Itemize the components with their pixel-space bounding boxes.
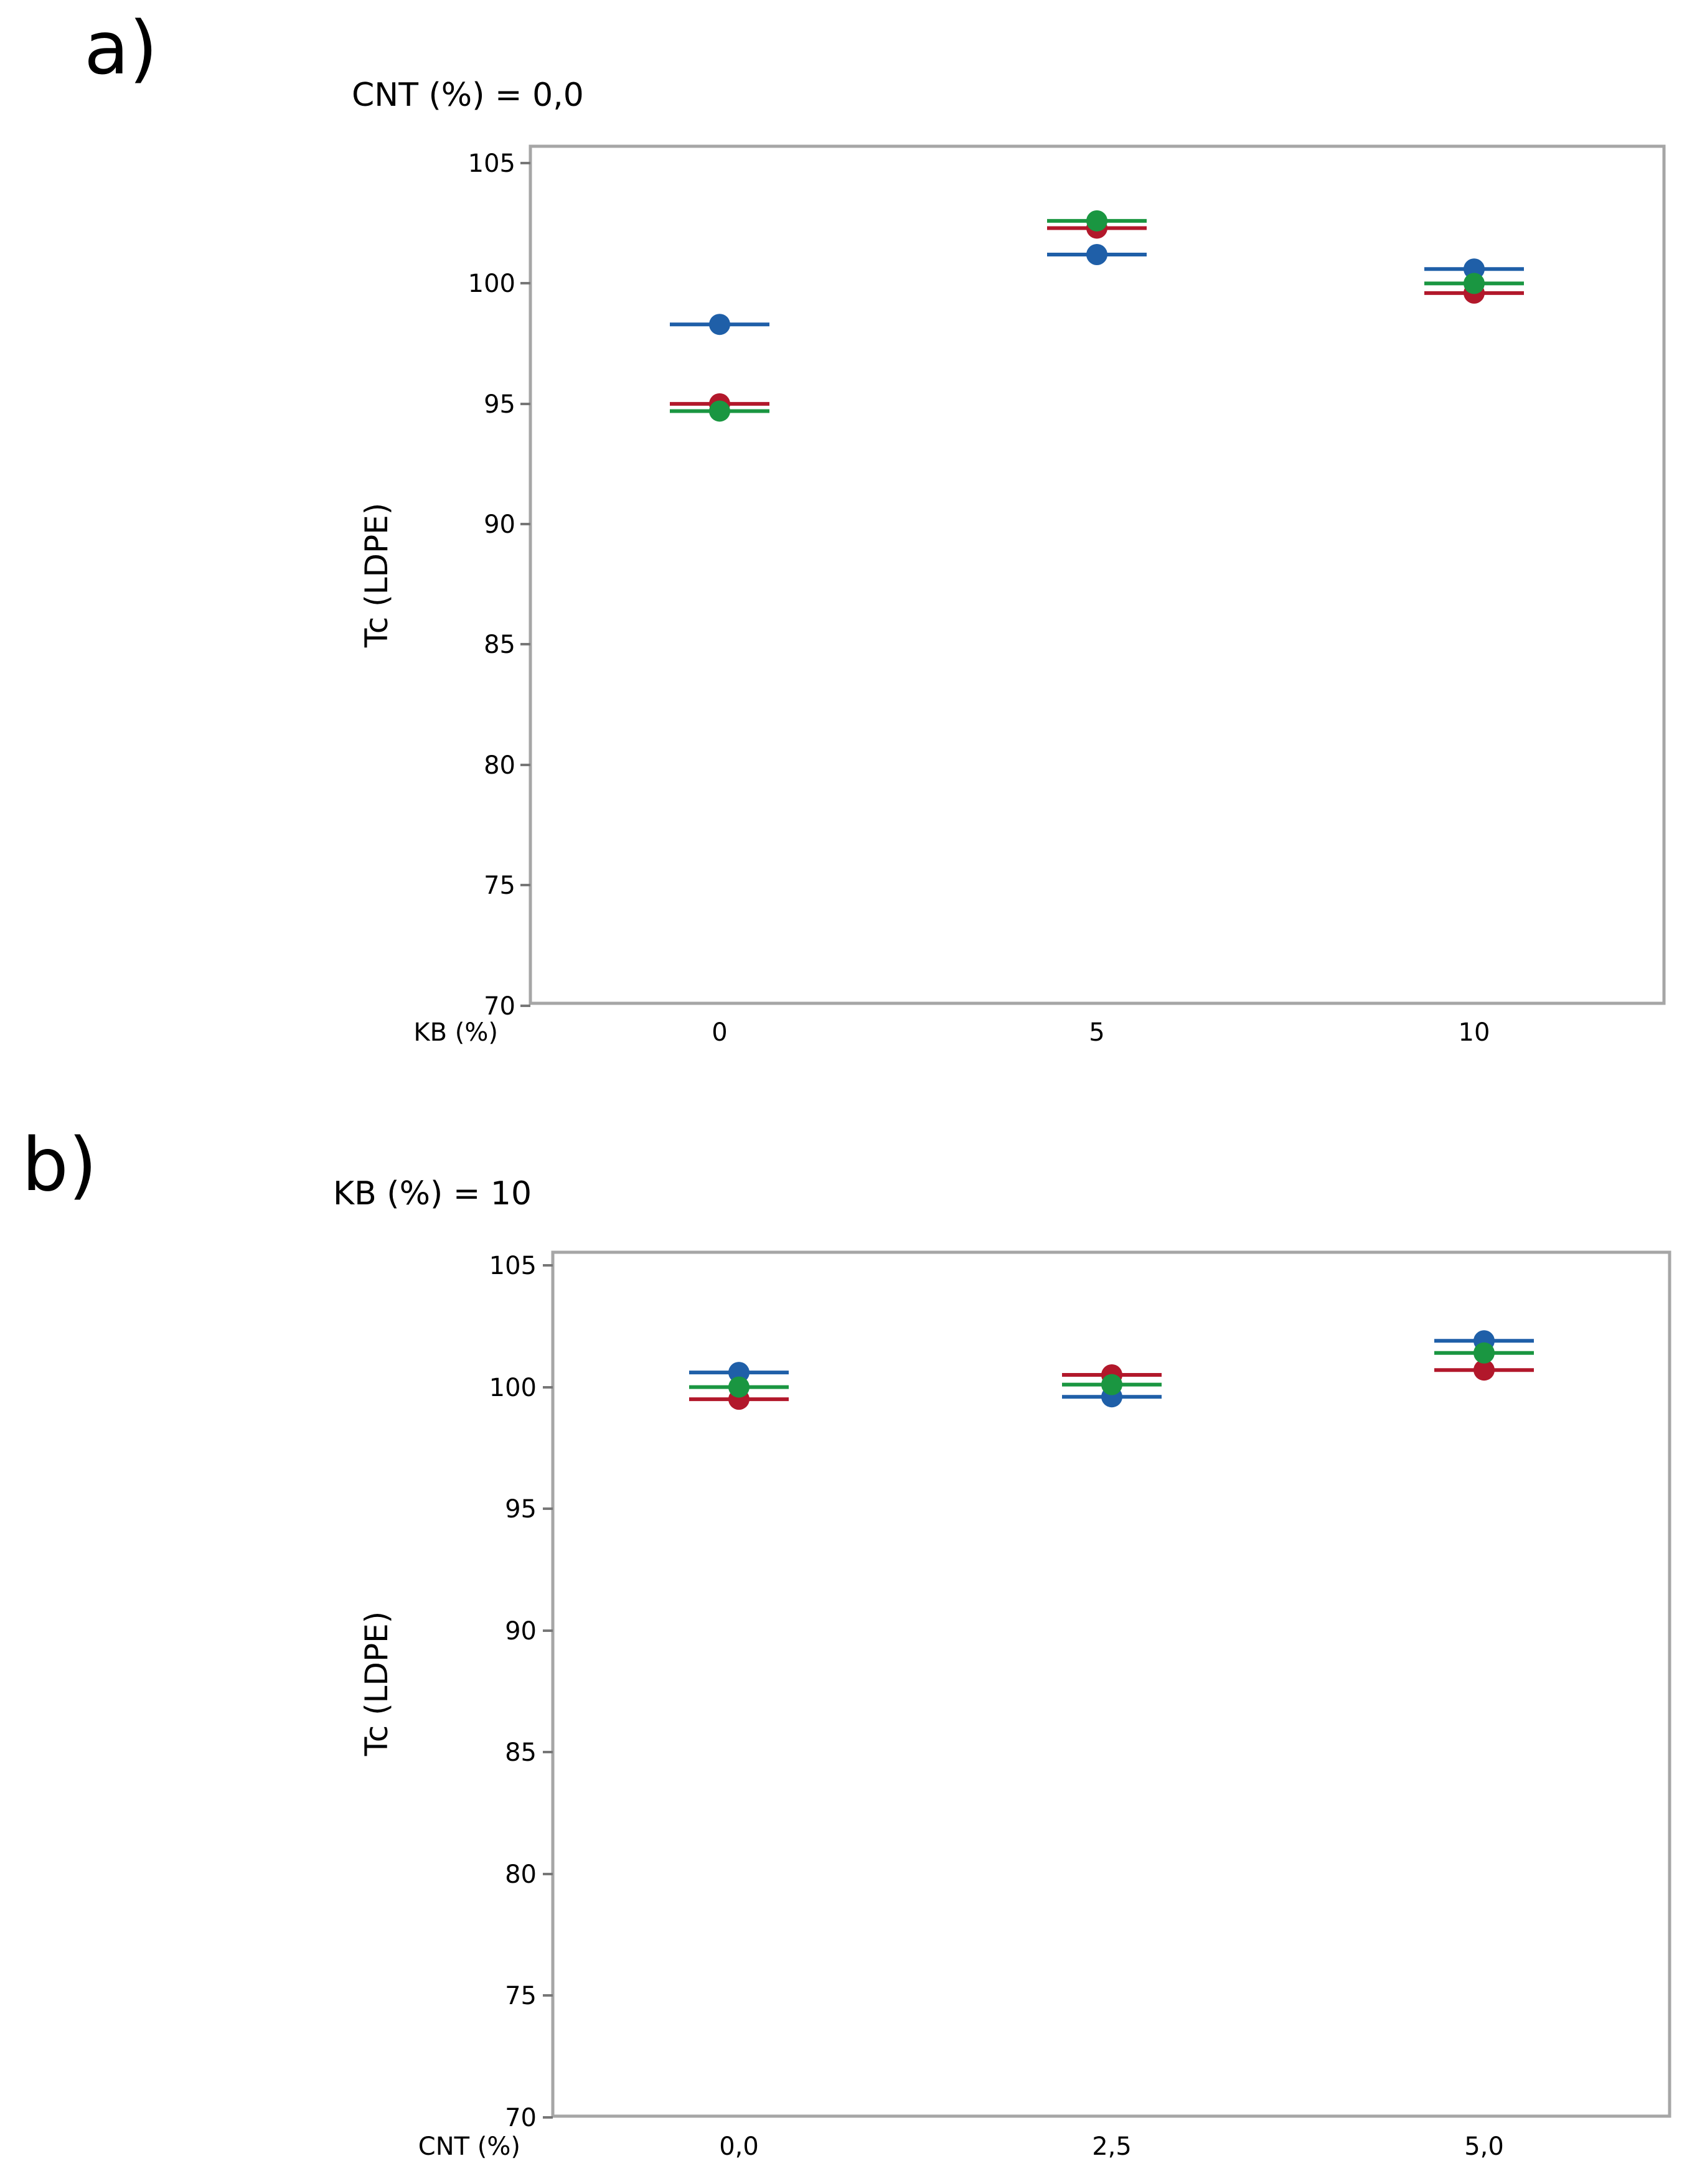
panel-a-x-ticks: 0 5 10	[712, 1018, 1490, 1047]
panel-a: a) CNT (%) = 0,0 Tc (LDPE) 105 100 95 90…	[84, 5, 1666, 1047]
panel-b-series-green-point-0	[728, 1376, 750, 1398]
panel-b-x-ticks: 0,0 2,5 5,0	[719, 2132, 1504, 2161]
panel-a-y-ticks: 105 100 95 90 85 80 75 70	[468, 149, 530, 1021]
panel-a-ytick-95: 95	[484, 390, 515, 419]
panel-a-marks	[670, 210, 1524, 422]
panel-b-x-axis-label: CNT (%)	[418, 2132, 520, 2161]
panel-a-plot-frame	[529, 144, 1666, 1005]
panel-b-xtick-0-0: 0,0	[719, 2132, 759, 2161]
panel-b-title: KB (%) = 10	[333, 1175, 532, 1212]
panel-b-y-axis-label: Tc (LDPE)	[359, 1611, 395, 1757]
panel-a-ytick-90: 90	[484, 510, 515, 539]
panel-a-ytick-105: 105	[468, 149, 515, 178]
panel-a-series-green-point-1	[1086, 210, 1107, 232]
panel-b-ytick-85: 85	[505, 1738, 537, 1767]
panel-a-y-axis-label: Tc (LDPE)	[359, 503, 395, 649]
panel-a-xtick-5: 5	[1089, 1018, 1104, 1047]
panel-b-letter: b)	[22, 1122, 97, 1207]
panel-b-series-green-point-2	[1473, 1342, 1495, 1364]
panel-b-ytick-90: 90	[505, 1617, 537, 1646]
panel-b-series-red-point-2	[1473, 1359, 1495, 1381]
panel-a-series-blue-point-1	[1086, 244, 1107, 266]
panel-a-ytick-85: 85	[484, 630, 515, 659]
panel-b-series-blue-point-0	[728, 1362, 750, 1384]
panel-a-ytick-100: 100	[468, 269, 515, 298]
panel-a-x-axis-label: KB (%)	[413, 1018, 498, 1047]
panel-b-ytick-75: 75	[505, 1982, 537, 2010]
panel-b-ytick-95: 95	[505, 1495, 537, 1524]
panel-a-letter: a)	[84, 5, 157, 91]
panel-b-ytick-100: 100	[489, 1374, 537, 1402]
panel-a-series-green-point-2	[1464, 273, 1485, 294]
panel-b-y-ticks: 105 100 95 90 85 80 75 70	[489, 1252, 553, 2132]
panel-a-series-green-point-0	[709, 400, 730, 422]
panel-a-xtick-0: 0	[712, 1018, 727, 1047]
panel-b-marks	[689, 1330, 1534, 1410]
panel-b-series-green-point-1	[1101, 1374, 1122, 1395]
panel-b-ytick-80: 80	[505, 1860, 537, 1889]
panel-b-ytick-105: 105	[489, 1252, 537, 1280]
panel-a-ytick-80: 80	[484, 751, 515, 780]
panel-a-ytick-75: 75	[484, 871, 515, 900]
panel-a-xtick-10: 10	[1459, 1018, 1490, 1047]
panel-b: b) KB (%) = 10 Tc (LDPE) 105 100 95 90 8…	[22, 1122, 1671, 2161]
panel-b-xtick-5-0: 5,0	[1464, 2132, 1504, 2161]
panel-b-ytick-70: 70	[505, 2104, 537, 2132]
panel-b-xtick-2-5: 2,5	[1092, 2132, 1132, 2161]
panel-b-plot-frame	[551, 1250, 1671, 2118]
panel-a-ytick-70: 70	[484, 992, 515, 1021]
panel-a-title: CNT (%) = 0,0	[352, 77, 584, 114]
panel-a-series-blue-point-0	[709, 314, 730, 335]
